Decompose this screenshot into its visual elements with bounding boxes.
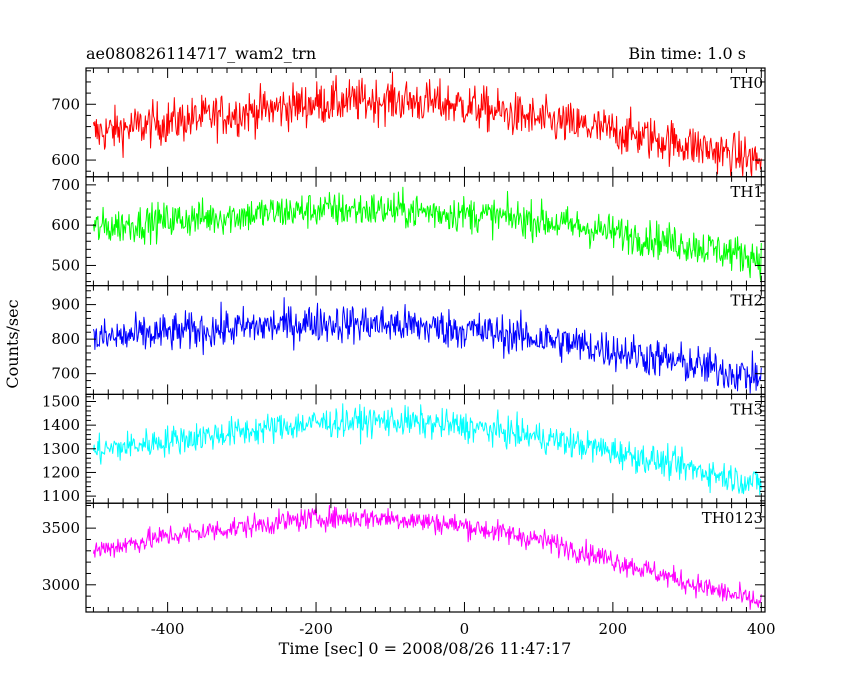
panel-frame xyxy=(85,393,766,504)
y-tick-label: 1400 xyxy=(42,416,80,434)
panel-label-th0123: TH0123 xyxy=(702,509,763,527)
y-tick-label: 600 xyxy=(51,151,80,169)
panel-th1: 500 600 700 TH1 xyxy=(51,176,766,287)
chart-title: ae080826114717_wam2_trn xyxy=(86,44,316,63)
panel-th3: 1100 1200 1300 1400 1500 TH3 xyxy=(42,392,766,505)
x-axis: -400 -200 0 200 400 xyxy=(151,620,776,638)
y-tick-label: 700 xyxy=(51,176,80,194)
y-tick-label: 3000 xyxy=(42,576,80,594)
y-tick-label: 800 xyxy=(51,330,80,348)
panel-label-th0: TH0 xyxy=(730,74,763,92)
panels-group: 600 700 TH0 500 600 700 TH1 700 800 900 TH2 1100 120… xyxy=(42,67,766,613)
y-tick-label: 500 xyxy=(51,256,80,274)
y-tick-label: 3500 xyxy=(42,519,80,537)
x-tick-label: -400 xyxy=(151,620,185,638)
panel-label-th1: TH1 xyxy=(730,183,763,201)
series-line-th0123 xyxy=(92,504,762,610)
y-tick-label: 1300 xyxy=(42,440,80,458)
y-tick-label: 900 xyxy=(51,296,80,314)
y-tick-label: 1100 xyxy=(42,487,80,505)
x-tick-label: 400 xyxy=(747,620,776,638)
y-axis-label: Counts/sec xyxy=(3,299,22,388)
panel-frame xyxy=(85,502,766,613)
x-tick-label: 0 xyxy=(460,620,470,638)
panel-th0: 600 700 TH0 xyxy=(51,67,766,178)
x-tick-label: -200 xyxy=(299,620,333,638)
y-tick-label: 600 xyxy=(51,216,80,234)
series-line-th0 xyxy=(92,71,762,177)
series-line-th3 xyxy=(92,403,762,496)
y-tick-label: 1500 xyxy=(42,392,80,410)
panel-th2: 700 800 900 TH2 xyxy=(51,285,766,396)
y-tick-label: 700 xyxy=(51,365,80,383)
bin-time-label: Bin time: 1.0 s xyxy=(628,44,746,63)
y-tick-label: 1200 xyxy=(42,463,80,481)
y-tick-label: 700 xyxy=(51,95,80,113)
panel-th0123: 3000 3500 TH0123 xyxy=(42,502,766,613)
panel-frame xyxy=(85,285,766,396)
series-line-th2 xyxy=(92,297,762,394)
x-axis-label: Time [sec] 0 = 2008/08/26 11:47:17 xyxy=(279,639,572,658)
x-tick-label: 200 xyxy=(599,620,628,638)
panel-label-th3: TH3 xyxy=(730,400,763,418)
series-line-th1 xyxy=(92,186,762,281)
panel-label-th2: TH2 xyxy=(730,292,763,310)
